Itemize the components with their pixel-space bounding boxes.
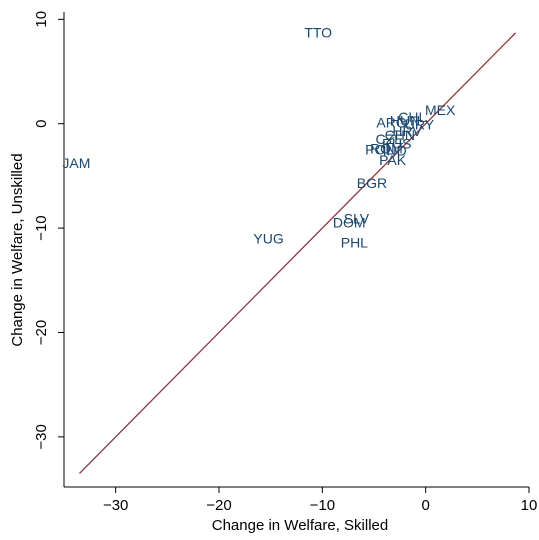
reference-line (79, 32, 517, 474)
point-label: MEX (425, 102, 456, 118)
point-label: IND (383, 143, 407, 159)
point-label: BGR (357, 175, 387, 191)
point-label: CZE (376, 131, 404, 147)
point-label: CHN (385, 127, 415, 143)
point-label: JAM (62, 155, 90, 171)
point-label: YUG (253, 230, 283, 246)
x-tick-label: −20 (206, 497, 231, 514)
y-tick-label: 0 (33, 120, 50, 128)
y-tick-label: −10 (33, 215, 50, 240)
point-label: ARG (376, 114, 406, 130)
point-label: URY (405, 116, 435, 132)
y-axis-title: Change in Welfare, Unskilled (9, 153, 26, 346)
point-label: CHL (398, 109, 426, 125)
point-label: TTO (304, 25, 332, 41)
x-axis-title: Change in Welfare, Skilled (212, 517, 388, 534)
point-label: PAK (379, 152, 407, 168)
y-tick-label: −20 (33, 320, 50, 345)
point-label: RUS (382, 135, 412, 151)
x-tick-label: −30 (103, 497, 128, 514)
point-label: POL (365, 142, 393, 158)
point-label: PHL (341, 234, 368, 250)
x-tick-label: 10 (521, 497, 538, 514)
x-tick-label: −10 (310, 497, 335, 514)
point-label: HRV (392, 123, 422, 139)
point-label: HUN (390, 112, 420, 128)
y-tick-label: 10 (33, 11, 50, 28)
x-tick-label: 0 (421, 497, 429, 514)
point-label: ROM (370, 141, 403, 157)
point-label: DOM (333, 215, 366, 231)
y-tick-label: −30 (33, 424, 50, 449)
point-label: SLV (344, 210, 370, 226)
